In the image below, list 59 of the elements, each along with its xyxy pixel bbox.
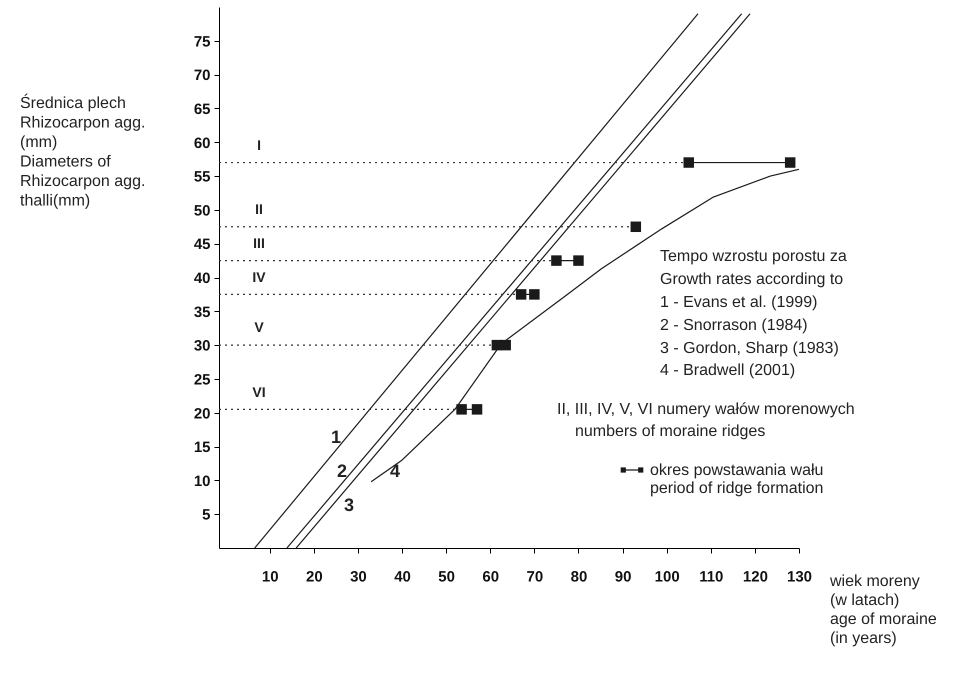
point (630, 222, 642, 232)
x-tick-label: 80 (570, 568, 588, 586)
annotation: 4 - Bradwell (2001) (660, 362, 796, 379)
annotation: II, III, IV, V, VI numery wałów morenowych (557, 401, 855, 418)
annotation: 3 (344, 495, 354, 515)
x-tick-label: 40 (394, 568, 411, 586)
point (551, 255, 562, 266)
x-tick-label: 10 (262, 568, 279, 586)
y-tick-label: 25 (194, 371, 210, 388)
y-tick-label: 30 (194, 338, 210, 355)
y-tick-label: 60 (194, 134, 210, 152)
annotation: VI (252, 384, 266, 400)
point (516, 289, 526, 300)
annotation: III (253, 235, 265, 251)
annotation: 2 (336, 461, 348, 481)
annotation: Tempo wzrostu porostu za (660, 248, 847, 265)
annotation: II (255, 201, 263, 217)
x-tick-label: 120 (742, 568, 768, 586)
annotation: 4 (390, 461, 400, 481)
x-tick-label: 50 (438, 568, 455, 586)
y-tick-label: 40 (194, 270, 210, 287)
annotation: I (257, 137, 261, 153)
point (683, 157, 694, 168)
annotation: 1 (330, 427, 342, 447)
y-tick-label: 35 (194, 304, 210, 321)
x-tick-label: 20 (306, 568, 323, 586)
point (500, 340, 511, 350)
annotation: 1 - Evans et al. (1999) (660, 294, 818, 311)
y-tick-label: 65 (194, 100, 210, 118)
annotation: 2 - Snorrason (1984) (660, 317, 808, 334)
y-tick-label: 50 (194, 202, 210, 220)
y-tick-label: 15 (194, 439, 210, 456)
y-tick-label: 70 (194, 67, 210, 84)
y-tick-label: 5 (202, 506, 210, 524)
x-tick-label: 60 (482, 568, 500, 586)
x-tick-label: 100 (654, 568, 680, 586)
legend-label: okres powstawania wału period of ridge formation (650, 462, 824, 497)
x-tick-label: 110 (699, 568, 724, 586)
point (573, 255, 584, 266)
point (529, 289, 540, 300)
annotation: IV (252, 269, 266, 285)
x-tick-label: 70 (526, 568, 544, 586)
x-tick-label: 90 (614, 568, 632, 586)
y-tick-label: 55 (194, 168, 210, 186)
x-axis-title: wiek moreny (w latach) age of moraine (in years) (829, 573, 937, 647)
annotation: V (254, 319, 264, 335)
point (472, 404, 482, 415)
annotation: Growth rates according to (660, 271, 844, 288)
point (456, 404, 467, 415)
y-tick-label: 45 (194, 236, 210, 254)
x-tick-label: 30 (350, 568, 367, 586)
annotation: numbers of moraine ridges (575, 423, 766, 440)
y-tick-label: 75 (194, 33, 210, 50)
y-tick-label: 10 (194, 472, 210, 490)
point (784, 157, 796, 168)
y-axis-title: Średnica plech Rhizocarpon agg. (mm) Diameters of Rhizocarpon agg. thalli(mm) (20, 93, 146, 210)
y-tick-label: 20 (194, 405, 210, 422)
annotation: 3 - Gordon, Sharp (1983) (660, 340, 839, 357)
x-tick-label: 130 (786, 568, 812, 586)
